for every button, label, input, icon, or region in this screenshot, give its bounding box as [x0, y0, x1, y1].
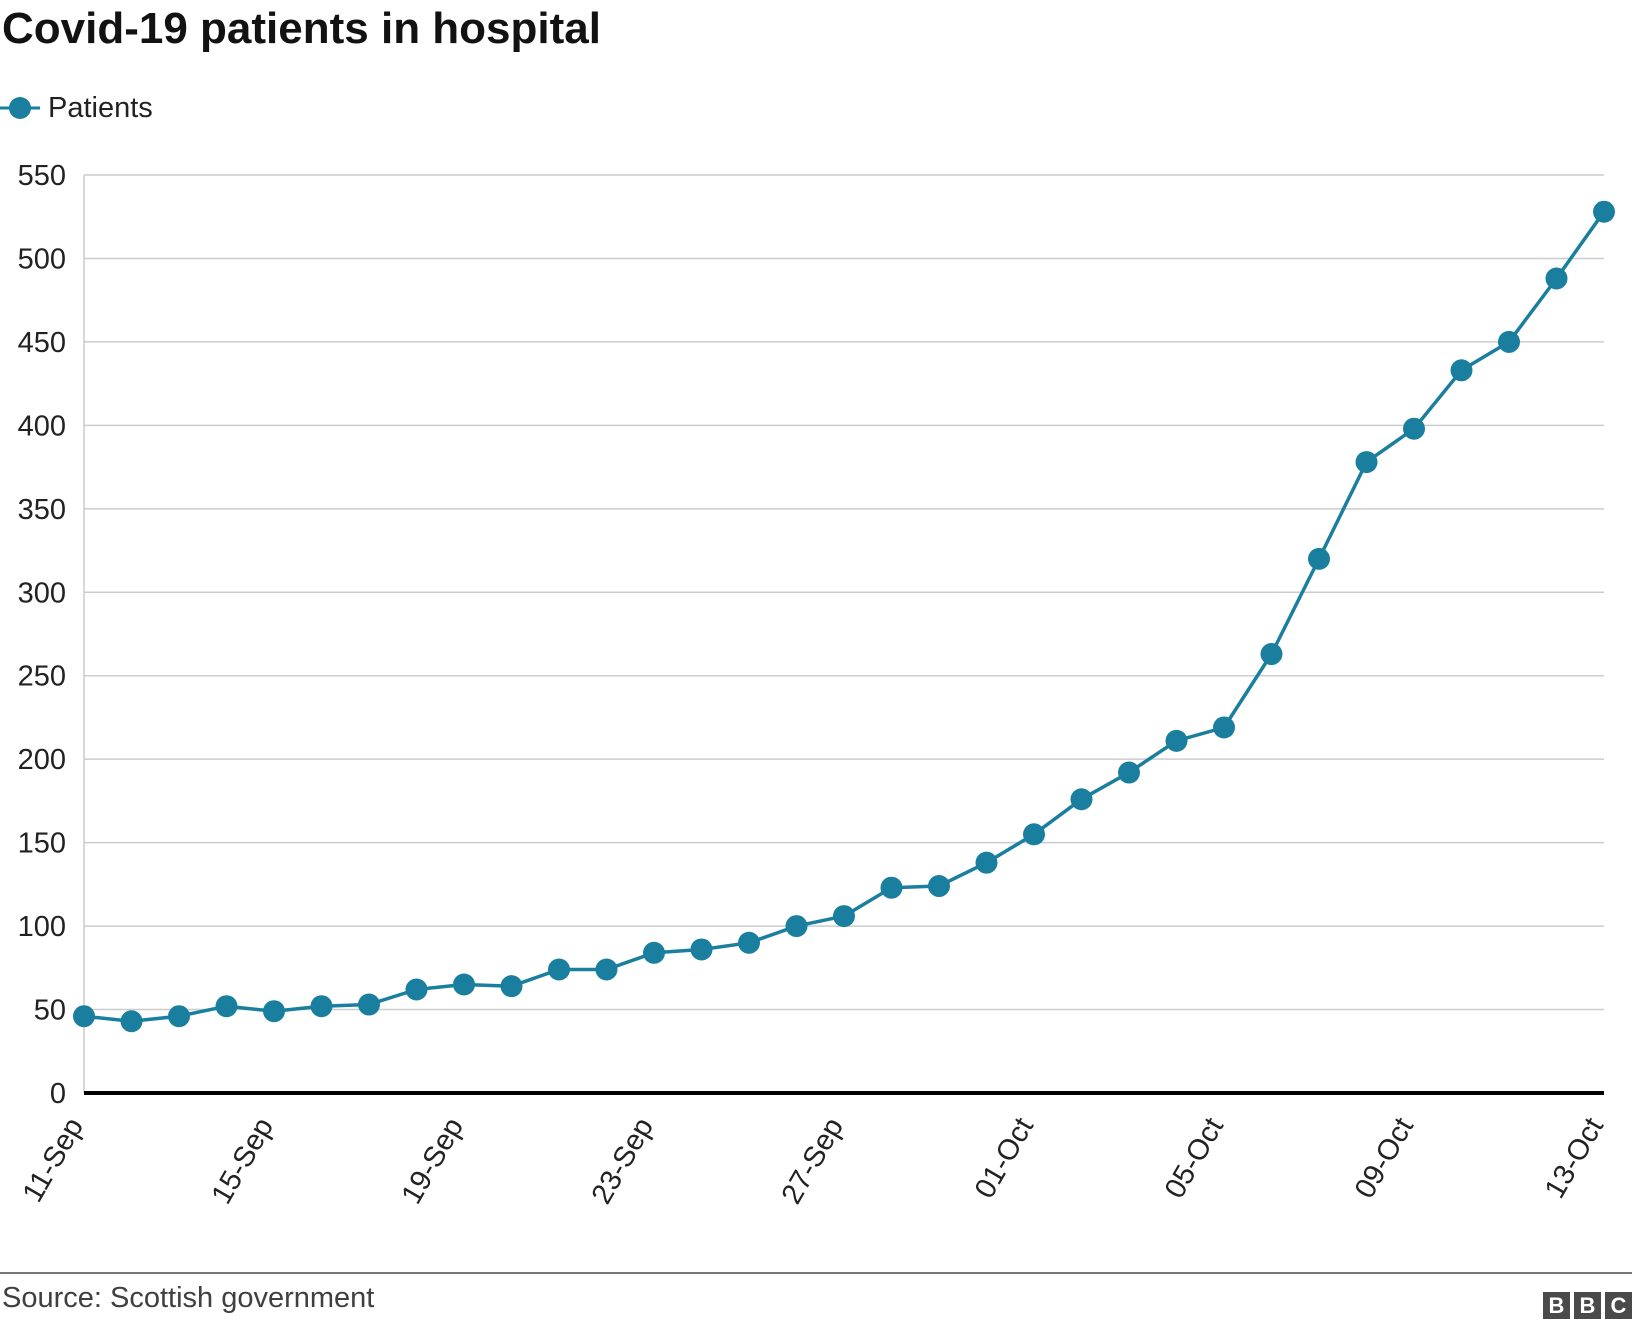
- x-tick-label: 27-Sep: [776, 1113, 850, 1210]
- y-tick-label: 0: [50, 1078, 66, 1110]
- bbc-logo-letter: B: [1574, 1292, 1601, 1319]
- y-tick-label: 100: [18, 911, 66, 943]
- data-point: [928, 875, 950, 898]
- x-tick-label: 11-Sep: [17, 1113, 90, 1208]
- data-point: [73, 1005, 95, 1028]
- x-tick-label: 05-Oct: [1159, 1113, 1230, 1204]
- data-point: [833, 905, 855, 928]
- data-point: [785, 915, 808, 938]
- data-point: [500, 975, 523, 998]
- chart-title: Covid-19 patients in hospital: [2, 4, 601, 53]
- data-point: [215, 995, 238, 1018]
- y-tick-label: 150: [18, 828, 66, 860]
- data-point: [880, 876, 903, 899]
- data-point: [1260, 643, 1283, 666]
- data-point: [548, 958, 570, 981]
- y-tick-label: 250: [18, 661, 66, 693]
- y-tick-label: 500: [18, 243, 66, 275]
- x-tick-label: 01-Oct: [969, 1113, 1040, 1204]
- data-point: [1450, 359, 1473, 382]
- data-point: [738, 931, 760, 954]
- data-point: [595, 958, 618, 981]
- source-note: Source: Scottish government: [2, 1282, 375, 1314]
- data-point: [1308, 547, 1330, 570]
- legend-label: Patients: [48, 91, 153, 124]
- data-point: [1498, 330, 1520, 353]
- x-tick-label: 13-Oct: [1539, 1113, 1610, 1204]
- data-point: [1403, 417, 1425, 440]
- bbc-logo: B B C: [1543, 1292, 1632, 1319]
- data-point: [1213, 716, 1235, 739]
- y-tick-label: 50: [34, 995, 66, 1027]
- data-point: [1118, 761, 1140, 784]
- data-point: [1023, 823, 1045, 846]
- data-point: [1070, 788, 1093, 811]
- data-point: [643, 941, 665, 964]
- y-tick-label: 400: [18, 410, 66, 442]
- x-tick-label: 23-Sep: [586, 1113, 660, 1210]
- data-point: [1165, 729, 1188, 752]
- y-tick-label: 550: [18, 160, 66, 192]
- data-point: [975, 851, 998, 874]
- data-point: [263, 1000, 285, 1023]
- y-tick-label: 450: [18, 327, 66, 359]
- legend-marker-icon: [0, 97, 40, 119]
- data-point: [358, 993, 380, 1016]
- x-tick-label: 15-Sep: [206, 1113, 280, 1210]
- footer-divider: [0, 1272, 1632, 1274]
- legend: Patients: [0, 88, 153, 128]
- x-tick-label: 19-Sep: [396, 1113, 470, 1210]
- line-chart: 0 50 100 150 200 250 300 350 400 450 500 550 11-Sep 1…: [17, 160, 1615, 1210]
- x-tick-label: 09-Oct: [1349, 1113, 1420, 1204]
- data-point: [1593, 200, 1615, 223]
- y-tick-label: 350: [18, 494, 66, 526]
- data-point: [120, 1010, 143, 1033]
- data-point: [1355, 451, 1378, 474]
- y-tick-label: 300: [18, 577, 66, 609]
- bbc-logo-letter: B: [1543, 1292, 1570, 1319]
- bbc-logo-letter: C: [1605, 1292, 1632, 1319]
- data-point: [405, 978, 428, 1001]
- y-tick-label: 200: [18, 744, 66, 776]
- data-point: [310, 995, 333, 1018]
- data-point: [690, 938, 713, 961]
- data-point: [453, 973, 475, 996]
- series-line-patients: [83, 210, 1606, 1023]
- data-point: [1545, 267, 1568, 290]
- data-point: [168, 1005, 190, 1028]
